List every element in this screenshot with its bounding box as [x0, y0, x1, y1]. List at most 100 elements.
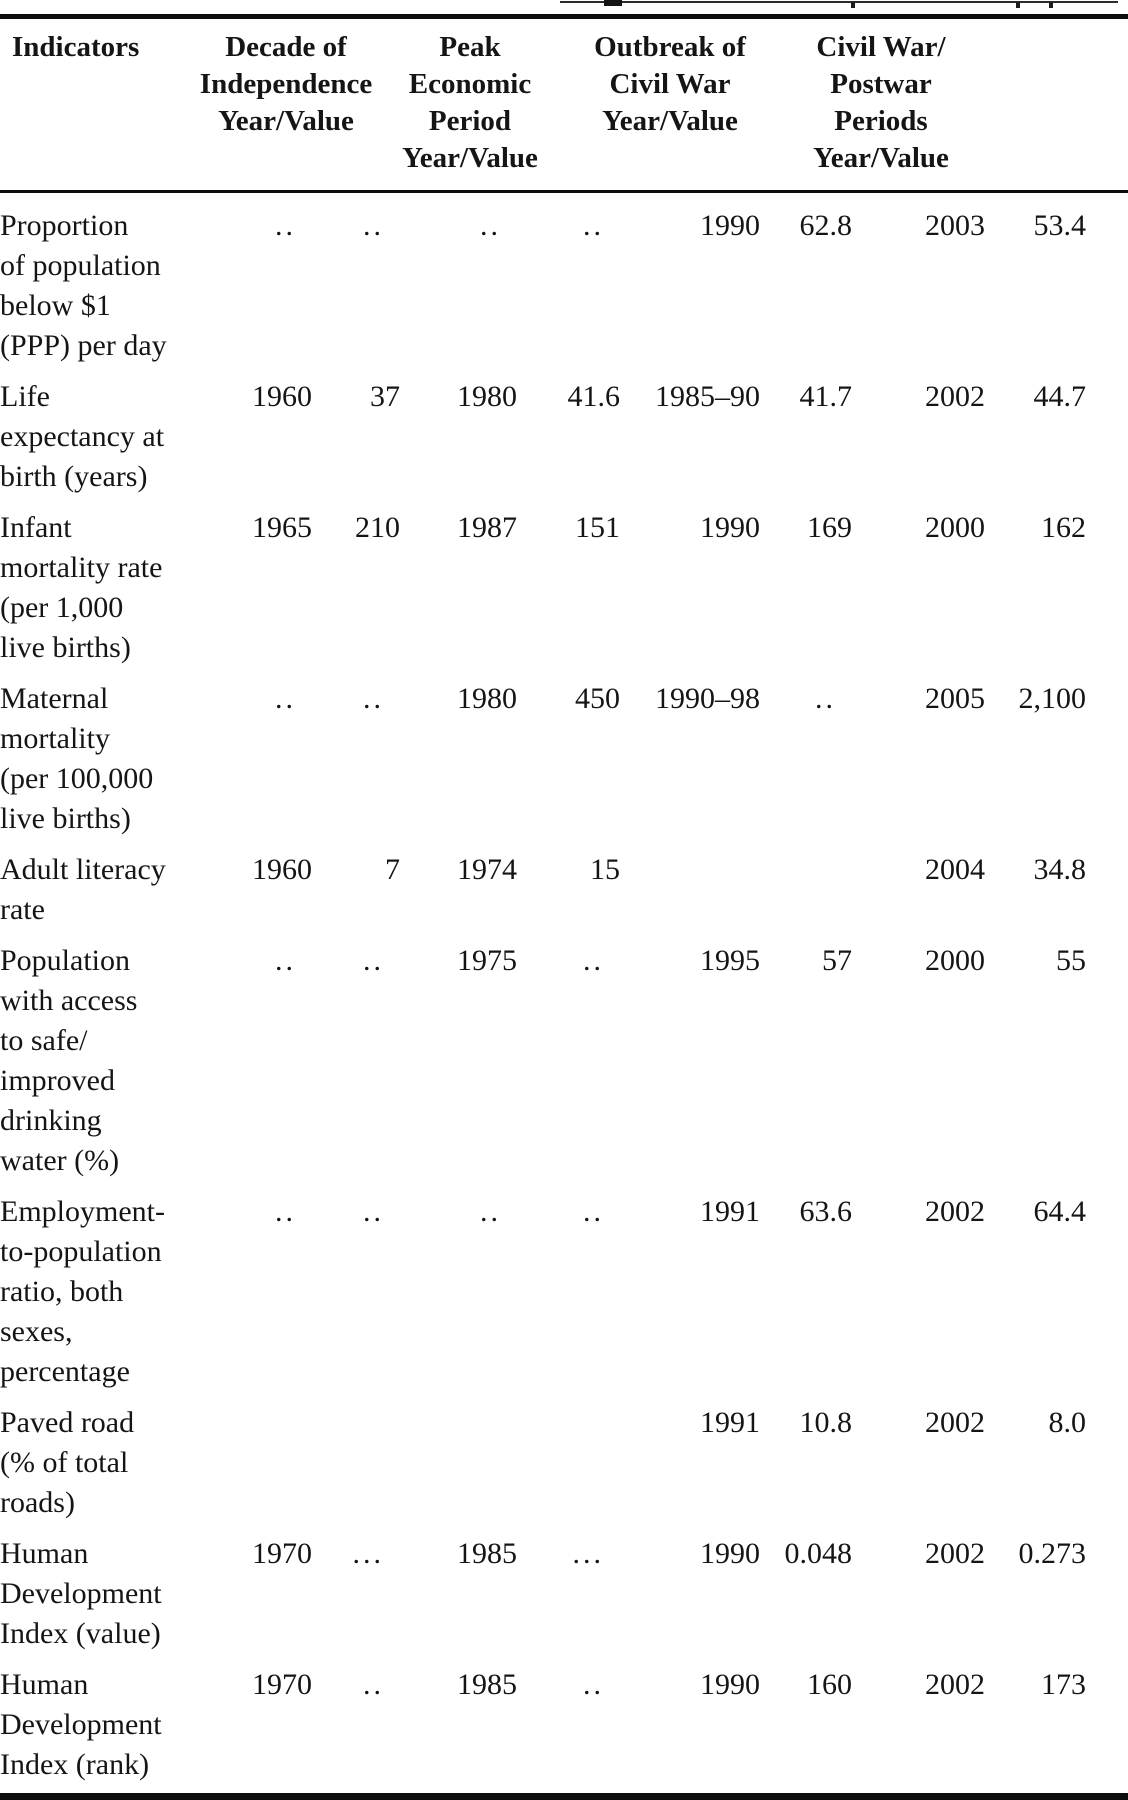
header-peak-economic-period: Peak Economic Period Year/Value: [402, 31, 538, 174]
table-header: Indicators Decade of Independence Year/V…: [0, 14, 1128, 193]
value-cell: 151: [575, 511, 620, 544]
indicator-label: Population with access to safe/ improved…: [0, 944, 138, 1177]
value-cell: ..: [815, 682, 836, 715]
year-cell: 1990: [700, 511, 760, 544]
header-indicators: Indicators: [12, 31, 140, 63]
value-cell: 0.273: [1018, 1537, 1087, 1570]
indicator-label: Human Development Index (value): [0, 1537, 162, 1650]
table-row: Employment- to-population ratio, both se…: [0, 1181, 1128, 1392]
header-outbreak-of-civil-war: Outbreak of Civil War Year/Value: [594, 31, 746, 137]
table-row: Proportion of population below $1 (PPP) …: [0, 193, 1128, 366]
year-cell: 1990: [700, 1668, 760, 1701]
year-cell: 1985: [457, 1537, 517, 1570]
year-cell: 2000: [925, 511, 985, 544]
value-cell: 34.8: [1033, 853, 1087, 886]
year-cell: [202, 1392, 312, 1523]
year-cell: 1970: [252, 1668, 312, 1701]
year-cell: 1987: [457, 511, 517, 544]
value-cell: 41.7: [799, 380, 853, 413]
header-civil-war-postwar-periods: Civil War/ Postwar Periods Year/Value: [813, 31, 949, 174]
year-cell: 2002: [925, 1195, 985, 1228]
year-cell: 1970: [252, 1537, 312, 1570]
value-cell: 162: [1041, 511, 1086, 544]
indicator-label: Life expectancy at birth (years): [0, 380, 165, 493]
year-cell: 1974: [457, 853, 517, 886]
indicator-label: Employment- to-population ratio, both se…: [0, 1195, 165, 1388]
value-cell: 160: [807, 1668, 852, 1701]
year-cell: 1960: [252, 853, 312, 886]
year-cell: 1980: [457, 380, 517, 413]
value-cell: ..: [363, 1668, 384, 1701]
caption-remnant-mark: [1049, 2, 1053, 8]
year-cell: 1991: [700, 1406, 760, 1439]
header-decade-of-independence: Decade of Independence Year/Value: [199, 31, 373, 137]
value-cell: 62.8: [799, 209, 853, 242]
indicator-label: Proportion of population below $1 (PPP) …: [0, 209, 167, 362]
year-cell: 2003: [925, 209, 985, 242]
year-cell: 1985–90: [655, 380, 760, 413]
value-cell: 37: [370, 380, 400, 413]
year-cell: 1990: [700, 1537, 760, 1570]
caption-remnant-mark: [1016, 2, 1020, 8]
value-cell: 41.6: [567, 380, 621, 413]
value-cell: ..: [363, 1195, 384, 1228]
value-cell: 7: [385, 853, 400, 886]
value-cell: 64.4: [1033, 1195, 1087, 1228]
table-row: Maternal mortality (per 100,000 live bir…: [0, 668, 1128, 839]
year-cell: 1990: [700, 209, 760, 242]
value-cell: 0.048: [784, 1537, 853, 1570]
value-cell: 10.8: [799, 1406, 853, 1439]
value-cell: 15: [590, 853, 620, 886]
year-cell: 1965: [252, 511, 312, 544]
year-cell: 1975: [457, 944, 517, 977]
value-cell: 57: [822, 944, 852, 977]
value-cell: ..: [583, 209, 604, 242]
value-cell: ..: [363, 682, 384, 715]
year-cell: 2002: [925, 1537, 985, 1570]
value-cell: 169: [807, 511, 852, 544]
value-cell: ..: [583, 944, 604, 977]
table-row: Human Development Index (value) 1970... 19…: [0, 1523, 1128, 1654]
year-cell: [620, 839, 760, 930]
indicator-label: Adult literacy rate: [0, 853, 166, 926]
year-cell: ..: [275, 944, 296, 977]
year-cell: 2002: [925, 1406, 985, 1439]
table-row: Life expectancy at birth (years) 1960 37 19…: [0, 366, 1128, 497]
caption-remnant-mark: [604, 0, 622, 6]
value-cell: ..: [583, 1668, 604, 1701]
value-cell: 63.6: [799, 1195, 853, 1228]
table-row: Adult literacy rate 1960 7 1974 15 2004 34.8: [0, 839, 1128, 930]
indicator-label: Paved road (% of total roads): [0, 1406, 135, 1519]
indicators-table: Proportion of population below $1 (PPP) …: [0, 193, 1128, 1800]
year-cell: ..: [275, 209, 296, 242]
year-cell: 1960: [252, 380, 312, 413]
value-cell: [312, 1392, 400, 1523]
year-cell: 2002: [925, 380, 985, 413]
table-row: Population with access to safe/ improved…: [0, 930, 1128, 1181]
year-cell: 1990–98: [655, 682, 760, 715]
value-cell: [760, 839, 852, 930]
value-cell: 53.4: [1033, 209, 1087, 242]
value-cell: 450: [575, 682, 620, 715]
value-cell: [517, 1392, 620, 1523]
year-cell: ..: [480, 1195, 501, 1228]
value-cell: 2,100: [1018, 682, 1087, 715]
value-cell: 173: [1041, 1668, 1086, 1701]
value-cell: ..: [583, 1195, 604, 1228]
year-cell: 2005: [925, 682, 985, 715]
value-cell: ..: [363, 209, 384, 242]
indicator-label: Human Development Index (rank): [0, 1668, 162, 1781]
indicator-label: Maternal mortality (per 100,000 live bir…: [0, 682, 154, 835]
table-row: Human Development Index (rank) 1970.. 1985…: [0, 1654, 1128, 1797]
year-cell: ..: [275, 1195, 296, 1228]
year-cell: 2002: [925, 1668, 985, 1701]
table-row: Paved road (% of total roads) 1991 10.8 200…: [0, 1392, 1128, 1523]
caption-remnant-mark: [560, 1, 1118, 3]
value-cell: 44.7: [1033, 380, 1087, 413]
year-cell: ..: [275, 682, 296, 715]
value-cell: 8.0: [1048, 1406, 1087, 1439]
value-cell: ..: [363, 944, 384, 977]
caption-remnant-mark: [851, 2, 855, 8]
year-cell: ..: [480, 209, 501, 242]
